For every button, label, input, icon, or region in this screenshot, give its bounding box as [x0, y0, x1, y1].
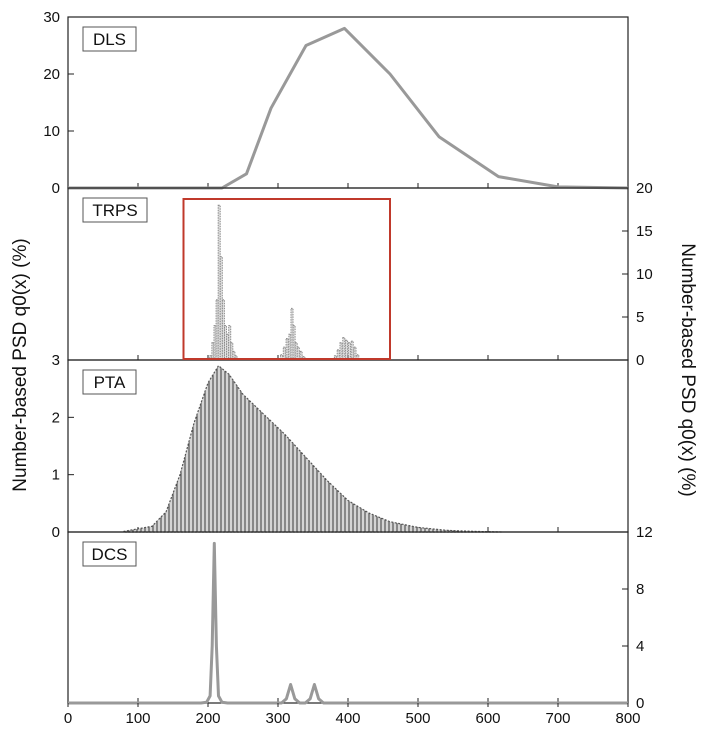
trps-bar — [345, 339, 349, 361]
x-axis-tick-label: 200 — [195, 710, 220, 727]
dls-label: DLS — [93, 30, 126, 49]
pta-y-tick-label: 0 — [52, 524, 60, 541]
x-axis-tick-label: 600 — [475, 710, 500, 727]
dcs-y-tick-label: 0 — [636, 695, 644, 712]
pta-y-tick-label: 2 — [52, 409, 60, 426]
dls-y-tick-label: 10 — [43, 123, 60, 140]
pta-y-tick-label: 3 — [52, 352, 60, 369]
dcs-label: DCS — [92, 545, 128, 564]
pta-area — [123, 364, 503, 533]
trps-bar — [347, 342, 351, 361]
x-axis-tick-label: 100 — [125, 710, 150, 727]
dls-label-box — [82, 26, 137, 52]
x-axis-tick-label: 500 — [405, 710, 430, 727]
dls-panel: 0 10 20 30 DLS — [43, 9, 629, 197]
dcs-y-tick-label: 4 — [636, 638, 644, 655]
dcs-frame — [67, 531, 629, 704]
dcs-y-tick-label: 12 — [636, 524, 653, 541]
trps-bar — [339, 342, 343, 361]
pta-label-box — [82, 369, 137, 395]
pta-y-tick-label: 1 — [52, 467, 60, 484]
trps-panel: 0 5 10 15 20 TRPS — [67, 180, 653, 369]
dls-y-tick-label: 20 — [43, 66, 60, 83]
trps-bar — [213, 325, 217, 361]
y-axis-label-right: Number-based PSD q0(x) (%) — [677, 243, 698, 496]
trps-y-tick-label: 5 — [636, 309, 644, 326]
dls-frame — [67, 16, 629, 189]
pta-panel: 0 1 2 3 PTA — [52, 352, 629, 541]
dcs-label-box — [82, 541, 137, 567]
x-axis-tick-label: 400 — [335, 710, 360, 727]
dls-y-tick-label: 0 — [52, 180, 60, 197]
trps-bar — [290, 307, 294, 361]
x-axis-tick-label: 0 — [64, 710, 72, 727]
trps-bar — [224, 325, 227, 361]
trps-bar — [234, 355, 238, 361]
trps-highlight-box — [182, 198, 391, 360]
pta-label: PTA — [94, 373, 126, 392]
trps-bar — [350, 340, 354, 361]
trps-label-box — [82, 197, 148, 223]
dls-y-tick-label: 30 — [43, 9, 60, 26]
trps-label: TRPS — [92, 201, 137, 220]
trps-bar — [333, 355, 337, 361]
trps-y-tick-label: 0 — [636, 352, 644, 369]
trps-bar — [209, 355, 213, 361]
trps-bar — [228, 325, 232, 361]
y-axis-label-left: Number-based PSD q0(x) (%) — [10, 238, 31, 491]
dcs-series-line — [68, 541, 628, 705]
x-axis-tick-label: 700 — [545, 710, 570, 727]
trps-bar — [342, 337, 346, 361]
dls-series-line — [68, 26, 629, 190]
x-axis: 0 100 200 300 400 500 600 700 800 — [64, 703, 641, 727]
trps-y-tick-label: 20 — [636, 180, 653, 197]
dcs-y-tick-label: 8 — [636, 581, 644, 598]
trps-bar — [292, 325, 296, 361]
trps-frame — [67, 187, 629, 361]
x-axis-tick-label: 300 — [265, 710, 290, 727]
trps-bar — [299, 350, 303, 361]
trps-bar — [285, 338, 289, 361]
dcs-panel: 0 4 8 12 DCS — [67, 524, 653, 712]
trps-y-tick-label: 15 — [636, 223, 653, 240]
x-axis-tick-label: 800 — [615, 710, 640, 727]
trps-y-tick-label: 10 — [636, 266, 653, 283]
